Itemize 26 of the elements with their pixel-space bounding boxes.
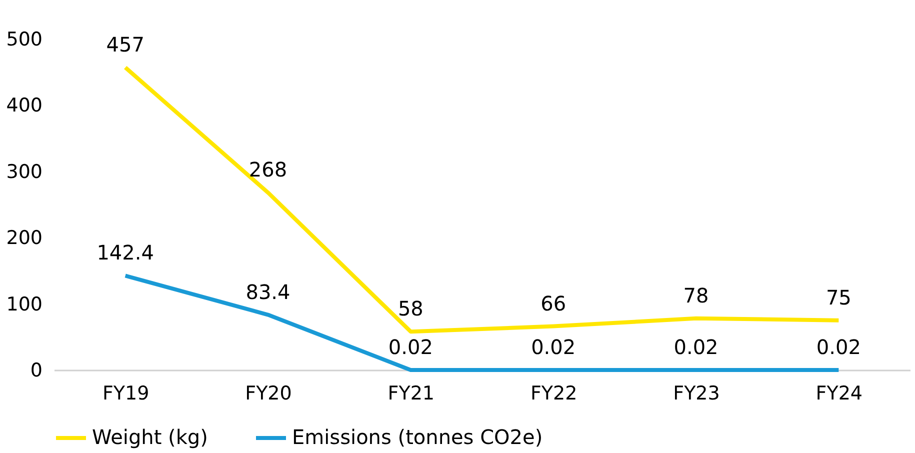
data-label: 66	[540, 291, 566, 316]
y-tick-label: 200	[6, 227, 42, 250]
data-label: 78	[683, 283, 709, 308]
data-label: 75	[826, 285, 852, 310]
x-tick-label: FY19	[102, 382, 150, 404]
x-tick-label: FY22	[530, 382, 578, 404]
x-tick-label: FY20	[245, 382, 292, 404]
x-tick-label: FY21	[388, 382, 435, 404]
data-label: 58	[398, 296, 424, 321]
y-tick-label: 300	[6, 160, 42, 183]
data-label: 268	[248, 158, 288, 182]
data-label: 0.02	[388, 334, 433, 359]
data-label: 142.4	[96, 240, 154, 265]
data-label: 0.02	[816, 334, 861, 359]
x-tick-label: FY24	[816, 382, 863, 404]
y-tick-label: 500	[6, 28, 42, 50]
legend-label: Emissions (tonnes CO2e)	[292, 425, 543, 449]
data-label: 83.4	[246, 280, 290, 304]
x-tick-label: FY23	[673, 382, 720, 404]
y-tick-label: 400	[6, 94, 42, 117]
y-tick-label: 0	[30, 360, 42, 382]
legend-label: Weight (kg)	[92, 425, 208, 449]
data-label: 0.02	[531, 334, 576, 359]
y-tick-label: 100	[6, 293, 42, 316]
data-label: 457	[106, 32, 144, 56]
data-label: 0.02	[674, 334, 718, 359]
